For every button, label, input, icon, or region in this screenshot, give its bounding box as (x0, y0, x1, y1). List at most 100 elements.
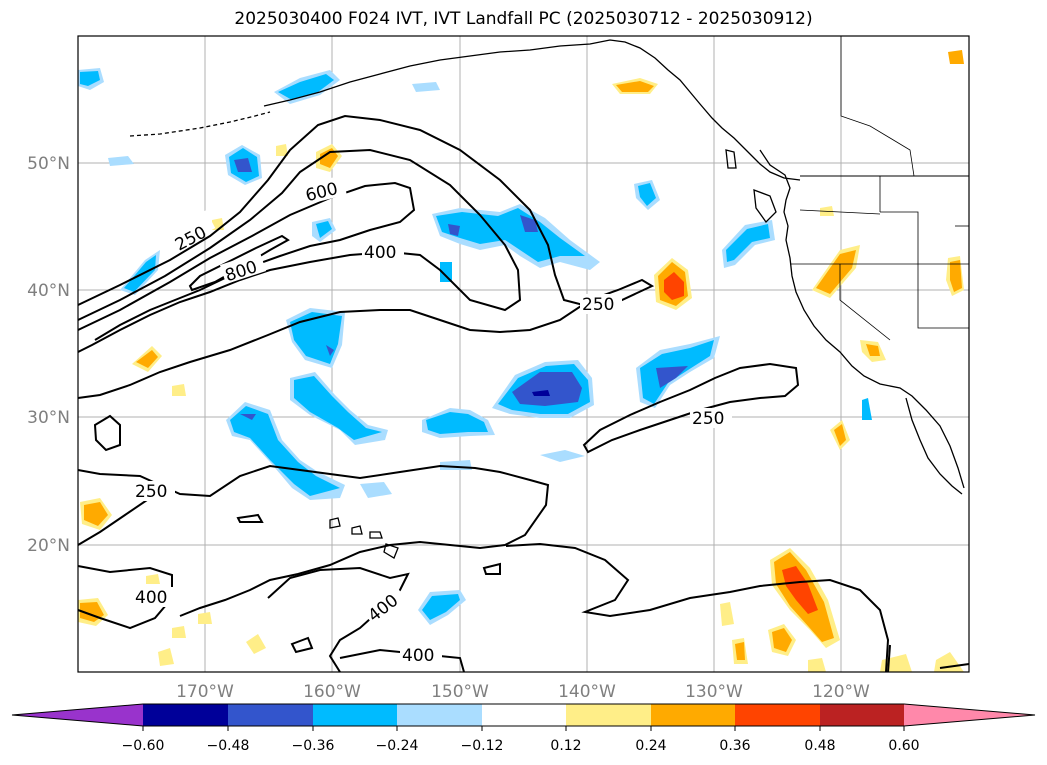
colorbar-swatch (228, 704, 313, 726)
contour-400-south-east (505, 542, 890, 673)
contour-label: 250 (582, 295, 614, 315)
neg-blob (326, 345, 334, 356)
colorbar: −0.60 −0.48 −0.36 −0.24 −0.12 0.12 0.24 … (11, 703, 1036, 754)
colorbar-tick-label: −0.60 (122, 738, 165, 754)
lon-label: 150°W (431, 682, 489, 702)
neg-blob (520, 215, 538, 232)
neg-blob (412, 82, 440, 92)
colorbar-swatch (313, 704, 397, 726)
colorbar-tick-label: 0.48 (804, 738, 835, 754)
neg-blob (108, 156, 134, 166)
contour-label: 250 (135, 482, 167, 502)
colorbar-swatch (735, 704, 820, 726)
neg-blob (422, 594, 460, 620)
colorbar-extend-low (12, 704, 143, 726)
neg-blob (436, 208, 585, 262)
colorbar-swatch (143, 704, 228, 726)
hawaii-4 (383, 543, 399, 559)
latitude-labels: 50°N 40°N 30°N 20°N (27, 154, 70, 556)
colorbar-tick-label: 0.24 (635, 738, 666, 754)
lat-label: 30°N (27, 408, 70, 428)
colorbar-swatch (397, 704, 482, 726)
contour-250-mid (582, 362, 800, 454)
contour-400-west (77, 148, 522, 353)
colorbar-tick-label: 0.36 (719, 738, 750, 754)
neg-blob (532, 390, 550, 396)
state-line-3 (880, 211, 919, 264)
neg-blob (862, 398, 872, 420)
yukon-border (840, 36, 915, 177)
pos-blob (808, 658, 826, 672)
neg-blob (80, 71, 100, 86)
neg-blob (240, 414, 256, 420)
contour-small-3 (290, 636, 314, 654)
state-line-4 (917, 264, 969, 329)
vancouver-island (753, 189, 777, 224)
pos-blob (276, 144, 288, 156)
pos-blob (136, 350, 158, 368)
lon-label: 160°W (303, 682, 361, 702)
pos-blob (735, 642, 745, 660)
pos-blob (816, 250, 856, 294)
contour-edge-east (887, 644, 970, 673)
haida-gwaii (725, 149, 737, 169)
pos-blob (84, 502, 108, 526)
colorbar-tick-label: 0.60 (888, 738, 919, 754)
lon-label: 120°W (812, 682, 870, 702)
contour-label: 400 (364, 243, 396, 263)
contour-label: 250 (692, 409, 724, 429)
pos-blob (664, 272, 684, 300)
neg-blob (512, 372, 582, 406)
neg-blob (294, 376, 382, 440)
lat-label: 20°N (27, 536, 70, 556)
pos-blob (616, 81, 654, 92)
colorbar-swatch (651, 704, 735, 726)
contour-250-south-2 (77, 497, 151, 546)
positive-pc-regions (78, 50, 964, 672)
neg-blob (316, 221, 332, 238)
baja (905, 397, 963, 495)
lon-label: 130°W (685, 682, 743, 702)
pos-blob (782, 566, 818, 614)
colorbar-tick-label: 0.12 (550, 738, 581, 754)
hawaii-3 (369, 531, 383, 539)
neg-blob (234, 158, 252, 172)
lon-label: 170°W (176, 682, 234, 702)
lat-label: 40°N (27, 281, 70, 301)
pos-blob (834, 424, 846, 446)
neg-blob (656, 366, 688, 388)
neg-blob (426, 412, 488, 434)
neg-blob (278, 74, 334, 100)
pos-blob (172, 626, 186, 638)
lon-label: 140°W (558, 682, 616, 702)
neg-blob (448, 224, 460, 236)
pos-blob (158, 648, 174, 666)
negative-pc-regions (78, 68, 872, 625)
map-frame (77, 35, 970, 673)
contour-250-south (77, 464, 550, 617)
contour-400-hawaii (267, 566, 410, 673)
pos-blob (720, 602, 734, 626)
pos-blob (172, 384, 186, 396)
pos-blob (772, 628, 792, 652)
hawaii-2 (351, 525, 363, 535)
colorbar-swatch (482, 704, 566, 726)
colorbar-tick-label: −0.12 (461, 738, 504, 754)
coastlines (129, 36, 969, 559)
lat-label: 50°N (27, 154, 70, 174)
pos-blob (146, 574, 160, 584)
neg-blob (360, 482, 392, 498)
pos-blob (866, 344, 880, 356)
pos-blob (198, 612, 212, 624)
map-panel: 250 600 800 400 250 250 250 400 400 400 (77, 35, 970, 673)
contour-small-4 (482, 562, 501, 575)
contour-label: 400 (135, 588, 167, 608)
neg-blob (124, 255, 156, 292)
hawaii-1 (329, 517, 341, 529)
contour-600 (77, 181, 416, 341)
colorbar-ticks (142, 726, 905, 731)
pos-blob (948, 50, 964, 64)
neg-blob (540, 450, 585, 462)
pos-blob (246, 634, 266, 654)
